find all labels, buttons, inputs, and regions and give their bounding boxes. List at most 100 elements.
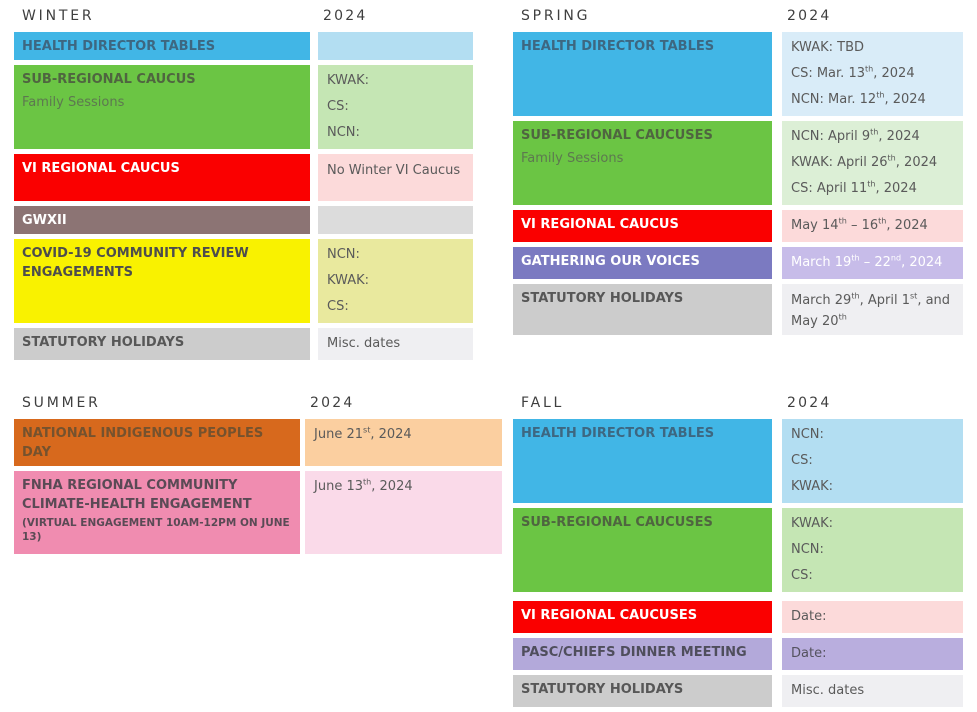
value-text: No Winter VI Caucus <box>327 163 461 178</box>
row-label: PASC/CHIEFS DINNER MEETING <box>521 645 747 660</box>
fall-row-health-director-tables: HEALTH DIRECTOR TABLES NCN: CS: KWAK: <box>513 419 963 503</box>
value-line: NCN: <box>327 125 360 140</box>
season-title-summer: SUMMER <box>22 395 101 411</box>
value-cell: Misc. dates <box>782 675 963 707</box>
spring-table-header: SPRING 2024 <box>513 8 963 26</box>
value-line: June 13th, 2024 <box>314 477 413 494</box>
row-label: GWXII <box>22 213 67 228</box>
spring-row-health-director-tables: HEALTH DIRECTOR TABLES KWAK: TBD CS: Mar… <box>513 32 963 116</box>
row-label: HEALTH DIRECTOR TABLES <box>22 39 216 54</box>
column-divider <box>772 284 782 335</box>
fall-row-statutory-holidays: STATUTORY HOLIDAYS Misc. dates <box>513 675 963 707</box>
value-cell: NCN: CS: KWAK: <box>782 419 963 503</box>
label-cell: VI REGIONAL CAUCUS <box>513 210 772 242</box>
value-line: May 14th – 16th, 2024 <box>791 216 928 233</box>
label-cell: GATHERING OUR VOICES <box>513 247 772 279</box>
column-divider <box>772 638 782 670</box>
row-label: VI REGIONAL CAUCUSES <box>521 608 698 623</box>
value-cell: March 19th – 22nd, 2024 <box>782 247 963 279</box>
row-label: VI REGIONAL CAUCUS <box>521 217 679 232</box>
value-line: KWAK: TBD <box>791 40 865 55</box>
value-cell: Date: <box>782 601 963 633</box>
value-cell: Date: <box>782 638 963 670</box>
winter-table: WINTER 2024 HEALTH DIRECTOR TABLES SUB-R… <box>14 8 473 365</box>
value-line: CS: <box>791 453 813 468</box>
value-cell: KWAK: CS: NCN: <box>318 65 473 149</box>
value-line: CS: <box>327 299 349 314</box>
value-cell <box>318 206 473 234</box>
column-divider <box>310 154 318 201</box>
label-cell: STATUTORY HOLIDAYS <box>513 284 772 335</box>
fall-row-vi-regional-caucuses: VI REGIONAL CAUCUSES Date: <box>513 601 963 633</box>
season-title-spring: SPRING <box>521 8 591 24</box>
row-subcaption: (VIRTUAL ENGAGEMENT 10AM-12PM ON JUNE 13… <box>22 517 290 543</box>
fall-table-header: FALL 2024 <box>513 395 963 413</box>
spring-row-gathering-our-voices: GATHERING OUR VOICES March 19th – 22nd, … <box>513 247 963 279</box>
summer-table: SUMMER 2024 NATIONAL INDIGENOUS PEOPLES … <box>14 395 502 559</box>
label-cell: HEALTH DIRECTOR TABLES <box>513 419 772 503</box>
summer-row-fnha-climate-health-engagement: FNHA REGIONAL COMMUNITY CLIMATE-HEALTH E… <box>14 471 502 554</box>
winter-row-covid-community-review: COVID-19 COMMUNITY REVIEW ENGAGEMENTS NC… <box>14 239 473 323</box>
spring-row-statutory-holidays: STATUTORY HOLIDAYS March 29th, April 1st… <box>513 284 963 335</box>
value-line: NCN: <box>791 542 824 557</box>
winter-row-gwxii: GWXII <box>14 206 473 234</box>
column-divider <box>772 210 782 242</box>
value-line: June 21st, 2024 <box>314 425 412 442</box>
value-cell: KWAK: NCN: CS: <box>782 508 963 592</box>
value-line: KWAK: <box>791 516 834 531</box>
row-label: STATUTORY HOLIDAYS <box>22 335 185 350</box>
winter-row-vi-regional-caucus: VI REGIONAL CAUCUS No Winter VI Caucus <box>14 154 473 201</box>
value-line: KWAK: April 26th, 2024 <box>791 153 938 170</box>
row-label: HEALTH DIRECTOR TABLES <box>521 39 715 54</box>
column-divider <box>310 239 318 323</box>
row-label: NATIONAL INDIGENOUS PEOPLES DAY <box>22 426 264 460</box>
column-divider <box>310 328 318 360</box>
value-cell: Misc. dates <box>318 328 473 360</box>
column-divider <box>310 32 318 60</box>
value-line: NCN: <box>327 247 360 262</box>
winter-row-sub-regional-caucus: SUB-REGIONAL CAUCUS Family Sessions KWAK… <box>14 65 473 149</box>
value-line: NCN: <box>791 427 824 442</box>
season-title-winter: WINTER <box>22 8 95 24</box>
column-divider <box>772 247 782 279</box>
row-sublabel: Family Sessions <box>22 95 125 110</box>
label-cell: HEALTH DIRECTOR TABLES <box>14 32 310 60</box>
value-line: KWAK: <box>327 273 370 288</box>
value-cell: KWAK: TBD CS: Mar. 13th, 2024 NCN: Mar. … <box>782 32 963 116</box>
row-label: STATUTORY HOLIDAYS <box>521 291 684 306</box>
value-cell <box>318 32 473 60</box>
row-label: COVID-19 COMMUNITY REVIEW ENGAGEMENTS <box>22 246 249 280</box>
row-label: GATHERING OUR VOICES <box>521 254 700 269</box>
value-line: NCN: April 9th, 2024 <box>791 127 920 144</box>
season-year-winter: 2024 <box>323 8 368 24</box>
value-cell: No Winter VI Caucus <box>318 154 473 201</box>
row-label: SUB-REGIONAL CAUCUS <box>22 72 196 87</box>
label-cell: NATIONAL INDIGENOUS PEOPLES DAY <box>14 419 300 466</box>
spring-table: SPRING 2024 HEALTH DIRECTOR TABLES KWAK:… <box>513 8 963 340</box>
column-divider <box>310 65 318 149</box>
value-cell: June 13th, 2024 <box>305 471 502 554</box>
value-line: Misc. dates <box>327 336 401 351</box>
summer-table-header: SUMMER 2024 <box>14 395 502 413</box>
value-line: CS: <box>791 568 813 583</box>
label-cell: PASC/CHIEFS DINNER MEETING <box>513 638 772 670</box>
value-line: Date: <box>791 609 827 624</box>
row-label: HEALTH DIRECTOR TABLES <box>521 426 715 441</box>
column-divider <box>772 419 782 503</box>
column-divider <box>300 419 305 466</box>
label-cell: VI REGIONAL CAUCUSES <box>513 601 772 633</box>
row-label: FNHA REGIONAL COMMUNITY CLIMATE-HEALTH E… <box>22 478 252 512</box>
column-divider <box>310 206 318 234</box>
row-label: SUB-REGIONAL CAUCUSES <box>521 515 713 530</box>
row-label: STATUTORY HOLIDAYS <box>521 682 684 697</box>
value-line: KWAK: <box>791 479 834 494</box>
label-cell: HEALTH DIRECTOR TABLES <box>513 32 772 116</box>
value-cell: June 21st, 2024 <box>305 419 502 466</box>
column-divider <box>772 121 782 205</box>
spring-row-vi-regional-caucus: VI REGIONAL CAUCUS May 14th – 16th, 2024 <box>513 210 963 242</box>
label-cell: COVID-19 COMMUNITY REVIEW ENGAGEMENTS <box>14 239 310 323</box>
value-cell: NCN: April 9th, 2024 KWAK: April 26th, 2… <box>782 121 963 205</box>
row-label: SUB-REGIONAL CAUCUSES <box>521 128 713 143</box>
season-title-fall: FALL <box>521 395 565 411</box>
label-cell: SUB-REGIONAL CAUCUS Family Sessions <box>14 65 310 149</box>
